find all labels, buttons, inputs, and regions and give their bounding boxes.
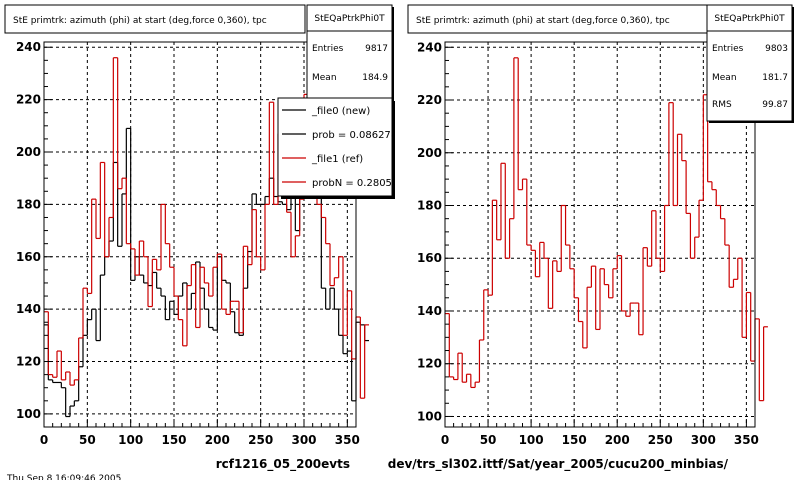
- x-tick-label: 150: [161, 433, 186, 447]
- x-tick-label: 100: [519, 433, 544, 447]
- x-tick-label: 300: [291, 433, 316, 447]
- x-axis-label: rcf1216_05_200evts: [216, 457, 350, 472]
- chart-title: StE primtrk: azimuth (phi) at start (deg…: [13, 16, 267, 26]
- x-tick-label: 50: [480, 433, 497, 447]
- chart-panel-1: 0 50 100 150 200 250 300 350 100 120 140 160 180 200 2…: [4, 4, 398, 472]
- stats-label: Mean: [712, 73, 737, 83]
- x-tick-label: 200: [205, 433, 230, 447]
- footer-timestamp: Thu Sep 8 16:09:46 2005: [6, 474, 121, 480]
- y-tick-label: 220: [16, 93, 41, 107]
- x-tick-label: 200: [605, 433, 630, 447]
- x-axis-label: dev/trs_sl302.ittf/Sat/year_2005/cucu200…: [388, 457, 729, 472]
- y-tick-label: 160: [417, 251, 442, 265]
- chart-title: StE primtrk: azimuth (phi) at start (deg…: [416, 16, 670, 26]
- stats-value: 184.9: [362, 73, 388, 83]
- x-tick-label: 150: [562, 433, 587, 447]
- y-tick-label: 140: [16, 302, 41, 316]
- title-box: [4, 4, 306, 34]
- y-tick-label: 160: [16, 250, 41, 264]
- x-tick-label: 250: [248, 433, 273, 447]
- x-tick-label: 0: [441, 433, 449, 447]
- series-1: [445, 57, 768, 402]
- y-tick-label: 140: [417, 304, 442, 318]
- y-tick-label: 180: [16, 197, 41, 211]
- legend-box: [277, 97, 393, 197]
- stats-value: 9803: [765, 44, 788, 54]
- stats-label: Mean: [312, 73, 337, 83]
- y-tick-label: 240: [417, 40, 442, 54]
- stats-value: 181.7: [762, 73, 788, 83]
- y-tick-label: 200: [16, 145, 41, 159]
- y-tick-label: 180: [417, 198, 442, 212]
- stats-box: [306, 4, 393, 116]
- x-tick-label: 0: [40, 433, 48, 447]
- y-tick-label: 240: [16, 40, 41, 54]
- stats-name: StEQaPtrkPhi0T: [714, 14, 785, 24]
- legend: _file0 (new) prob = 0.086278 _file1 (ref) p…: [277, 97, 398, 199]
- stats-label: Entries: [312, 44, 344, 54]
- y-tick-label: 120: [16, 355, 41, 369]
- y-tick-label: 120: [417, 357, 442, 371]
- legend-label: _file1 (ref): [311, 154, 363, 165]
- stats-box: [706, 4, 793, 122]
- stats-value: 9817: [365, 44, 388, 54]
- chart-panel-2: 0 50 100 150 200 250 300 350 100 120 140 160 180 200 2…: [388, 4, 794, 472]
- x-tick-label: 100: [118, 433, 143, 447]
- x-tick-label: 300: [691, 433, 716, 447]
- stats-label: RMS: [712, 100, 732, 110]
- y-tick-label: 200: [417, 146, 442, 160]
- x-tick-label: 50: [79, 433, 96, 447]
- x-tick-label: 350: [335, 433, 360, 447]
- x-tick-label: 250: [648, 433, 673, 447]
- legend-label: probN = 0.28056: [312, 178, 398, 189]
- y-tick-label: 100: [417, 409, 442, 423]
- title-box: [407, 4, 709, 34]
- stats-label: Entries: [712, 44, 744, 54]
- legend-label: _file0 (new): [311, 106, 370, 117]
- y-tick-label: 100: [16, 407, 41, 421]
- stats-name: StEQaPtrkPhi0T: [314, 14, 385, 24]
- y-tick-label: 220: [417, 93, 442, 107]
- stats-value: 99.87: [762, 100, 788, 110]
- legend-entries: _file0 (new) prob = 0.086278 _file1 (ref) p…: [282, 106, 398, 189]
- legend-label: prob = 0.086278: [312, 130, 397, 141]
- x-tick-label: 350: [734, 433, 759, 447]
